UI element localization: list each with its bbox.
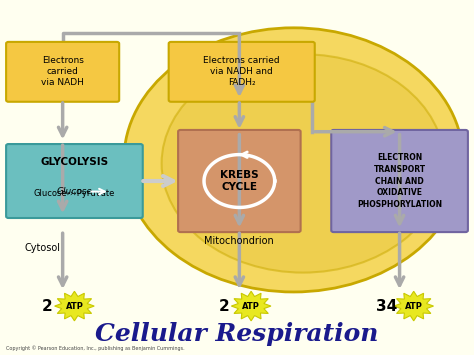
Ellipse shape xyxy=(124,28,463,292)
Text: Cytosol: Cytosol xyxy=(25,243,61,253)
Text: Cellular Respiration: Cellular Respiration xyxy=(95,322,379,346)
FancyBboxPatch shape xyxy=(6,144,143,218)
Text: Copyright © Pearson Education, Inc., publishing as Benjamin Cummings.: Copyright © Pearson Education, Inc., pub… xyxy=(6,345,185,351)
Text: Electrons carried
via NADH and
FADH₂: Electrons carried via NADH and FADH₂ xyxy=(203,56,280,87)
Text: Glucose: Glucose xyxy=(56,187,92,196)
Text: 2: 2 xyxy=(219,299,229,313)
FancyBboxPatch shape xyxy=(178,130,301,232)
Text: 2: 2 xyxy=(42,299,53,313)
Ellipse shape xyxy=(162,54,444,273)
FancyBboxPatch shape xyxy=(331,130,468,232)
Text: Mitochondrion: Mitochondrion xyxy=(204,236,274,246)
FancyBboxPatch shape xyxy=(169,42,315,102)
Text: GLYCOLYSIS: GLYCOLYSIS xyxy=(40,157,109,166)
Polygon shape xyxy=(394,291,434,321)
Polygon shape xyxy=(55,291,94,321)
Text: Glucose›››Pyruvate: Glucose›››Pyruvate xyxy=(34,189,115,198)
Text: ELECTRON
TRANSPORT
CHAIN AND
OXIDATIVE
PHOSPHORYLATION: ELECTRON TRANSPORT CHAIN AND OXIDATIVE P… xyxy=(357,153,442,209)
FancyBboxPatch shape xyxy=(6,42,119,102)
Polygon shape xyxy=(231,291,271,321)
Text: Electrons
carried
via NADH: Electrons carried via NADH xyxy=(41,56,84,87)
Text: ATP: ATP xyxy=(65,301,83,311)
Text: 34: 34 xyxy=(376,299,397,313)
Text: KREBS
CYCLE: KREBS CYCLE xyxy=(220,170,259,192)
Text: ATP: ATP xyxy=(242,301,260,311)
Text: ATP: ATP xyxy=(405,301,423,311)
